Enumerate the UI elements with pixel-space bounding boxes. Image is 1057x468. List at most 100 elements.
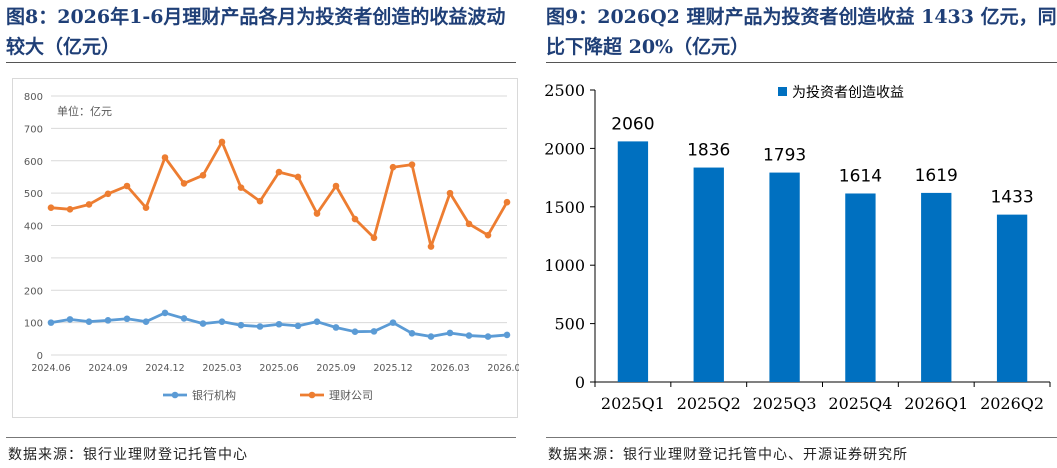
data-point [351, 215, 359, 223]
bar [845, 193, 876, 382]
y-tick-label: 800 [24, 92, 43, 103]
legend-label: 理财公司 [329, 388, 373, 402]
x-tick-label: 2025.12 [373, 363, 412, 374]
data-point [66, 206, 74, 213]
data-point [503, 198, 511, 206]
data-point [465, 332, 473, 339]
y-tick-label: 300 [24, 254, 43, 265]
right-figure-title: 图9：2026Q2 理财产品为投资者创造收益 1433 亿元，同比下降超 20%… [546, 6, 1057, 58]
line-chart-frame: 0 100 200 300 400 500 600 700 800 2024.06 2024.09 2… [12, 78, 527, 418]
data-point [256, 197, 264, 205]
x-tick-label: 2026.06 [487, 363, 519, 374]
x-tick-label: 2025.06 [259, 363, 298, 374]
legend-label: 为投资者创造收益 [792, 85, 904, 101]
data-point [446, 189, 454, 197]
category-label: 2025Q1 [601, 394, 665, 413]
y-tick-label: 2500 [544, 81, 585, 100]
legend-label: 银行机构 [192, 388, 236, 402]
legend-marker [778, 87, 787, 96]
category-label: 2026Q1 [904, 394, 968, 413]
data-point [370, 234, 378, 242]
data-point [85, 201, 93, 208]
y-tick-label: 400 [24, 222, 43, 233]
left-source: 数据来源：银行业理财登记托管中心 [8, 447, 248, 463]
data-point [104, 317, 112, 324]
data-point [161, 309, 169, 317]
data-point [85, 318, 93, 325]
data-point [123, 315, 131, 323]
category-label: 2025Q3 [753, 394, 817, 413]
data-point [142, 204, 150, 211]
data-point [503, 331, 511, 339]
right-source-rule [546, 437, 1057, 438]
x-tick-label: 2026.03 [430, 363, 469, 374]
data-point [389, 319, 397, 326]
data-point [47, 319, 55, 326]
data-point [465, 220, 473, 228]
category-label: 2026Q2 [980, 394, 1044, 413]
data-point [199, 172, 207, 179]
left-figure-title: 图8：2026年1-6月理财产品各月为投资者创造的收益波动较大（亿元） [6, 6, 506, 58]
unit-label: 单位：亿元 [57, 104, 112, 118]
data-point [408, 161, 416, 168]
y-tick-label: 500 [24, 189, 43, 200]
y-tick-label: 100 [24, 319, 43, 330]
data-point [237, 184, 245, 191]
left-source-rule [6, 437, 516, 438]
data-point [408, 330, 416, 337]
bar [996, 214, 1028, 382]
data-point [275, 168, 283, 176]
data-point [256, 323, 264, 330]
data-point [180, 315, 188, 322]
data-point [66, 316, 74, 323]
data-point [427, 333, 435, 340]
data-point [218, 138, 226, 146]
data-point [370, 328, 378, 335]
data-point [332, 182, 340, 190]
y-tick-label: 0 [575, 373, 585, 392]
data-point [237, 321, 245, 329]
bar [617, 141, 649, 382]
right-source: 数据来源：银行业理财登记托管中心、开源证券研究所 [548, 447, 908, 463]
data-point [332, 324, 340, 331]
x-tick-label: 2024.09 [88, 363, 127, 374]
y-tick-label: 2000 [544, 139, 585, 158]
y-tick-label: 0 [37, 351, 43, 362]
data-point [351, 328, 359, 335]
data-label: 1793 [763, 146, 806, 166]
right-title-rule [546, 62, 1057, 63]
y-tick-label: 600 [24, 157, 43, 168]
data-point [142, 318, 150, 325]
category-label: 2025Q2 [677, 394, 741, 413]
y-tick-label: 1500 [544, 198, 585, 217]
data-point [313, 210, 321, 217]
bar [693, 167, 724, 382]
data-point [389, 163, 397, 171]
data-point [104, 190, 112, 198]
data-point [123, 182, 131, 190]
data-point [47, 204, 55, 211]
data-point [275, 320, 283, 328]
data-point [484, 333, 492, 340]
data-point [427, 243, 435, 250]
x-tick-label: 2025.03 [202, 363, 241, 374]
data-point [294, 173, 302, 181]
data-point [446, 329, 454, 337]
data-label: 1433 [990, 188, 1033, 208]
data-label: 1614 [839, 166, 882, 186]
data-label: 1836 [687, 141, 730, 161]
bar [769, 172, 800, 382]
right-figure: 图9：2026Q2 理财产品为投资者创造收益 1433 亿元，同比下降超 20%… [540, 0, 1057, 463]
data-point [294, 322, 302, 330]
data-point [313, 318, 321, 325]
data-label: 2060 [611, 114, 654, 134]
x-tick-label: 2024.06 [31, 363, 70, 374]
y-tick-label: 500 [554, 315, 585, 334]
data-point [484, 231, 492, 239]
y-tick-label: 1000 [544, 256, 585, 275]
line-chart: 0 100 200 300 400 500 600 700 800 2024.06 2024.09 2… [24, 92, 527, 402]
data-point [199, 320, 207, 327]
left-title-rule [6, 62, 516, 63]
y-tick-label: 700 [24, 124, 43, 135]
x-tick-label: 2024.12 [145, 363, 184, 374]
